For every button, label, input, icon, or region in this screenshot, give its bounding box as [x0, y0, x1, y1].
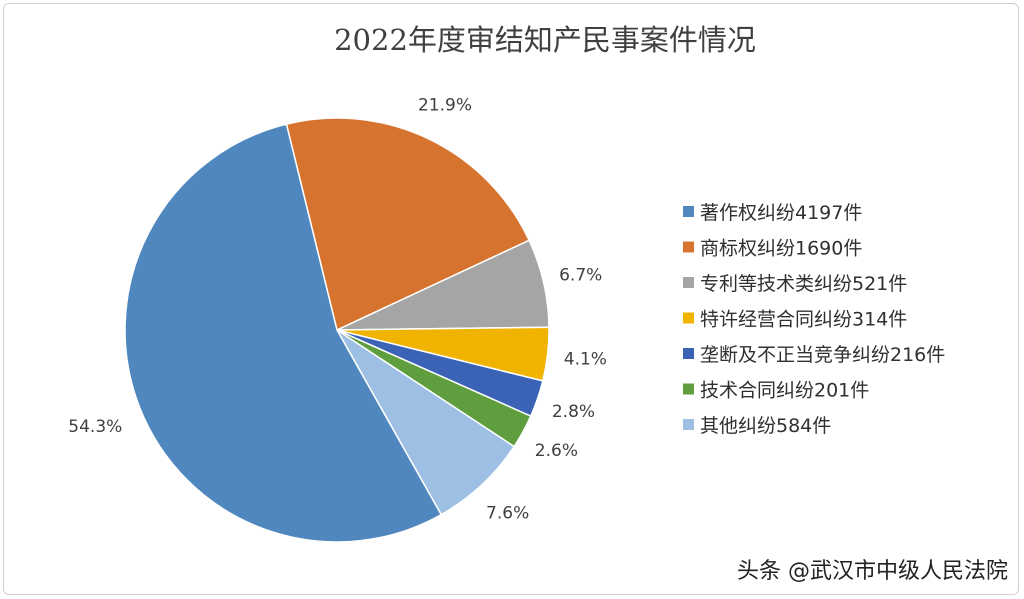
legend-swatch — [683, 206, 694, 217]
pie-slice — [285, 117, 531, 332]
data-label: 54.3% — [68, 417, 122, 437]
legend-entry: 特许经营合同纠纷314件 — [700, 309, 907, 331]
data-label: 21.9% — [418, 96, 472, 116]
legend-swatch — [683, 348, 694, 359]
legend-entry: 技术合同纠纷201件 — [700, 380, 869, 402]
chart-title: 2022年度审结知产民事案件情况 — [334, 23, 756, 57]
legend-swatch — [683, 241, 694, 253]
chart-frame — [3, 3, 1019, 595]
data-label: 4.1% — [564, 350, 607, 370]
legend-entry: 专利等技术类纠纷521件 — [700, 273, 907, 295]
pie-slice — [336, 329, 516, 516]
data-label: 6.7% — [559, 265, 602, 285]
data-label: 7.6% — [486, 504, 529, 524]
watermark: 头条 @武汉市中级人民法院 — [737, 559, 1008, 584]
legend-swatch — [683, 419, 694, 430]
legend-swatch — [683, 383, 694, 395]
legend-entry: 其他纠纷584件 — [700, 415, 831, 437]
pie-slice — [124, 123, 443, 543]
legend-entry: 商标权纠纷1690件 — [700, 238, 862, 260]
legend-entry: 著作权纠纷4197件 — [700, 202, 862, 224]
legend-swatch — [683, 312, 694, 324]
legend-entry: 垄断及不正当竞争纠纷216件 — [700, 344, 945, 366]
data-label: 2.6% — [535, 441, 578, 461]
legend-swatch — [683, 277, 694, 288]
data-label: 2.8% — [552, 402, 595, 422]
